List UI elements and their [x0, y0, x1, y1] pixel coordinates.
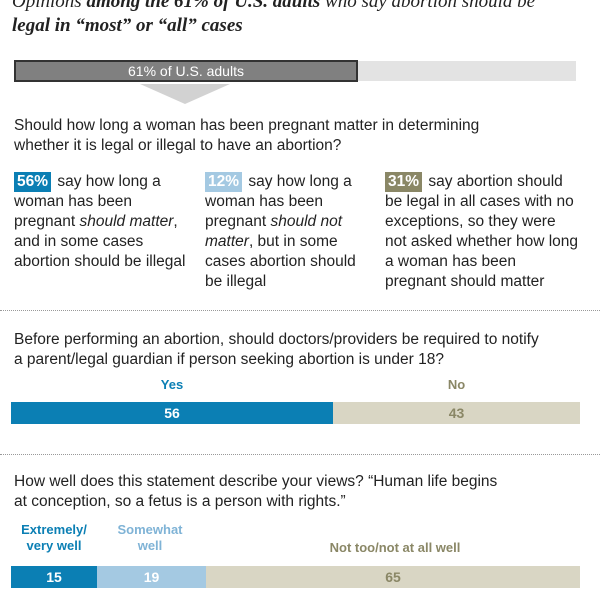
label-line: very well	[26, 538, 82, 553]
card-text-end: , and in some cases abortion should be i…	[14, 213, 186, 270]
bar-segment-extremely: 15	[11, 566, 97, 588]
label-line: Somewhat	[117, 522, 183, 537]
pct-badge: 12%	[205, 172, 243, 192]
not-too-label: Not too/not at all well	[329, 540, 461, 555]
card-text: say how long a woman has been pregnant	[205, 173, 352, 230]
extremely-label: Extremely/very well	[14, 522, 94, 554]
header-text-cont: who say abortion should be	[320, 0, 536, 12]
card-should-matter: 56% say how long a woman has been pregna…	[14, 172, 194, 272]
q3-line-2: at conception, so a fetus is a person wi…	[14, 493, 346, 510]
header-text: Opinions	[12, 0, 87, 12]
card-text-end: , but in some cases abortion should be i…	[205, 233, 356, 290]
header-bold-text-2: legal in “most” or “all” cases	[12, 15, 243, 36]
no-label: No	[447, 377, 466, 392]
header-bold-text: among the 61% of U.S. adults	[86, 0, 321, 12]
bar-segment-no: 43	[333, 402, 580, 424]
q2-line-1: Before performing an abortion, should do…	[14, 331, 539, 348]
pct-badge: 31%	[385, 172, 423, 192]
card-text: say how long a woman has been pregnant	[14, 173, 161, 230]
bar-segment-yes: 56	[11, 402, 333, 424]
filter-bar-label: 61% of U.S. adults	[128, 63, 244, 79]
conception-bar-chart: 15 19 65	[11, 566, 580, 588]
card-emphasis: should not matter	[205, 213, 343, 250]
bar-segment-not-too: 65	[206, 566, 580, 588]
question-3: How well does this statement describe yo…	[14, 472, 594, 512]
bar-segment-somewhat: 19	[97, 566, 206, 588]
filter-bar-fill: 61% of U.S. adults	[14, 60, 358, 82]
pct-badge: 56%	[14, 172, 52, 192]
chart-header: Opinions among the 61% of U.S. adults wh…	[12, 0, 592, 38]
question-1: Should how long a woman has been pregnan…	[14, 117, 480, 154]
q3-line-1: How well does this statement describe yo…	[14, 473, 498, 490]
question-2: Before performing an abortion, should do…	[14, 330, 594, 370]
card-text: say abortion should be legal in all case…	[385, 173, 579, 290]
q2-line-2: a parent/legal guardian if person seekin…	[14, 351, 444, 368]
down-arrow-icon	[140, 84, 230, 104]
yes-label: Yes	[160, 377, 184, 392]
card-emphasis: should matter	[79, 213, 174, 230]
card-should-not-matter: 12% say how long a woman has been pregna…	[205, 172, 370, 292]
somewhat-label: Somewhat well	[110, 522, 190, 554]
label-line: well	[137, 538, 163, 553]
notification-bar-chart: 56 43	[11, 402, 580, 424]
section-divider	[0, 310, 600, 311]
section-divider	[0, 454, 600, 455]
card-no-exceptions: 31% say abortion should be legal in all …	[385, 172, 580, 292]
label-line: Extremely/	[21, 522, 87, 537]
